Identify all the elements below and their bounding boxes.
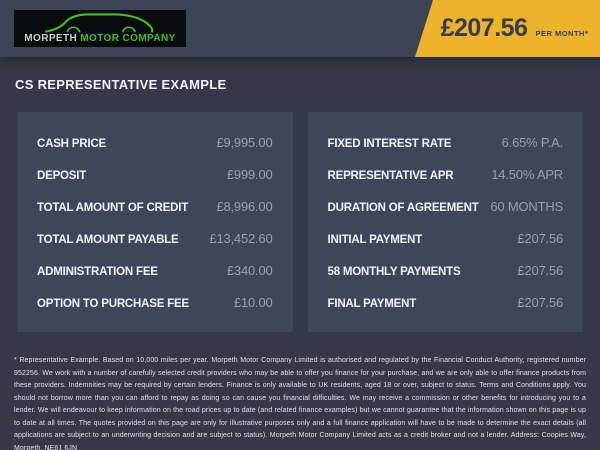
representative-example-disclaimer: * Representative Example. Based on 10,00… xyxy=(14,357,586,450)
finance-panel-left: CASH PRICE £9,995.00 DEPOSIT £999.00 TOT… xyxy=(17,112,293,332)
finance-row-apr: REPRESENTATIVE APR 14.50% APR xyxy=(328,167,564,182)
finance-row-deposit: DEPOSIT £999.00 xyxy=(37,167,273,182)
top-bar: MORPETH MOTOR COMPANY £207.56 PER MONTH* xyxy=(0,0,600,57)
finance-value: 14.50% APR xyxy=(491,166,563,182)
finance-panel-right: FIXED INTEREST RATE 6.65% P.A. REPRESENT… xyxy=(307,112,583,332)
finance-value: £207.56 xyxy=(517,262,563,278)
finance-value: £207.56 xyxy=(517,294,563,310)
monthly-price-period: PER MONTH* xyxy=(535,29,589,38)
finance-label: OPTION TO PURCHASE FEE xyxy=(37,297,189,310)
finance-value: 60 MONTHS xyxy=(490,198,563,214)
finance-row-monthly-payments: 58 MONTHLY PAYMENTS £207.56 xyxy=(328,263,564,278)
finance-label: ADMINISTRATION FEE xyxy=(37,265,158,278)
finance-label: 58 MONTHLY PAYMENTS xyxy=(327,265,461,278)
finance-row-total-credit: TOTAL AMOUNT OF CREDIT £8,996.00 xyxy=(37,199,273,214)
finance-label: FINAL PAYMENT xyxy=(327,297,417,310)
finance-value: £207.56 xyxy=(517,230,563,246)
company-logo: MORPETH MOTOR COMPANY xyxy=(14,10,186,47)
finance-value: £10.00 xyxy=(233,294,273,310)
finance-value: £8,996.00 xyxy=(216,198,273,214)
finance-label: DURATION OF AGREEMENT xyxy=(327,201,479,214)
finance-value: £9,995.00 xyxy=(216,134,273,150)
finance-panels: CASH PRICE £9,995.00 DEPOSIT £999.00 TOT… xyxy=(17,112,583,332)
finance-row-interest-rate: FIXED INTEREST RATE 6.65% P.A. xyxy=(328,135,564,150)
car-silhouette-icon xyxy=(45,13,154,33)
finance-value: 6.65% P.A. xyxy=(501,134,564,150)
finance-label: TOTAL AMOUNT PAYABLE xyxy=(37,233,179,246)
finance-label: REPRESENTATIVE APR xyxy=(327,169,454,182)
finance-label: INITIAL PAYMENT xyxy=(327,233,423,246)
logo-name-primary: MORPETH xyxy=(24,33,78,44)
finance-label: CASH PRICE xyxy=(37,137,106,150)
finance-value: £340.00 xyxy=(226,262,273,278)
finance-row-cash-price: CASH PRICE £9,995.00 xyxy=(37,135,273,150)
finance-label: DEPOSIT xyxy=(37,169,87,182)
monthly-price-banner: £207.56 PER MONTH* xyxy=(415,0,600,57)
finance-value: £13,452.60 xyxy=(209,230,273,246)
monthly-price-amount: £207.56 xyxy=(440,14,528,42)
logo-wordmark: MORPETH MOTOR COMPANY xyxy=(24,33,175,44)
finance-row-duration: DURATION OF AGREEMENT 60 MONTHS xyxy=(328,199,564,214)
finance-row-admin-fee: ADMINISTRATION FEE £340.00 xyxy=(37,263,273,278)
page-title: CS REPRESENTATIVE EXAMPLE xyxy=(15,77,227,92)
finance-row-initial-payment: INITIAL PAYMENT £207.56 xyxy=(328,231,564,246)
finance-label: TOTAL AMOUNT OF CREDIT xyxy=(37,201,189,214)
finance-label: FIXED INTEREST RATE xyxy=(327,137,452,150)
finance-row-purchase-fee: OPTION TO PURCHASE FEE £10.00 xyxy=(37,295,273,310)
finance-row-total-payable: TOTAL AMOUNT PAYABLE £13,452.60 xyxy=(37,231,273,246)
logo-name-secondary: MOTOR COMPANY xyxy=(80,33,176,44)
finance-value: £999.00 xyxy=(226,166,273,182)
finance-row-final-payment: FINAL PAYMENT £207.56 xyxy=(328,295,564,310)
